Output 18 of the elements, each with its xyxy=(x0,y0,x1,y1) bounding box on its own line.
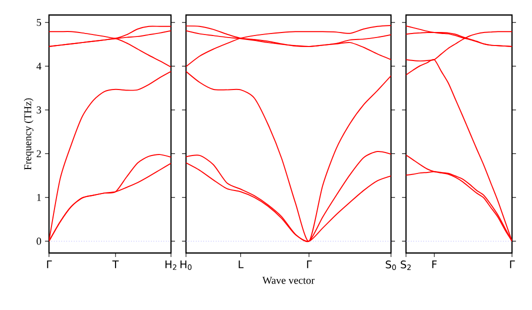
x-axis-title: Wave vector xyxy=(262,276,315,284)
y-tick-label: 1 xyxy=(37,194,41,201)
x-tick-label: Γ xyxy=(510,260,515,268)
x-tick-label: F xyxy=(432,260,437,268)
x-tick-label: S$_{0}$ xyxy=(386,260,396,270)
y-axis-title: Frequency (THz) xyxy=(24,98,34,170)
x-tick-label: Γ xyxy=(47,260,52,268)
x-tick-label: T xyxy=(112,260,119,268)
x-tick-label: H$_{2}$ xyxy=(166,260,176,270)
y-tick-label: 0 xyxy=(36,238,42,245)
y-tick-label: 5 xyxy=(36,18,42,26)
x-tick-label: S$_{2}$ xyxy=(400,260,411,270)
y-tick-label: 4 xyxy=(36,62,42,70)
x-tick-label: H$_{0}$ xyxy=(180,260,192,270)
y-tick-label: 2 xyxy=(36,150,41,158)
x-tick-label: L xyxy=(238,260,244,268)
y-tick-label: 3 xyxy=(36,106,42,114)
x-tick-label: Γ xyxy=(307,260,312,268)
